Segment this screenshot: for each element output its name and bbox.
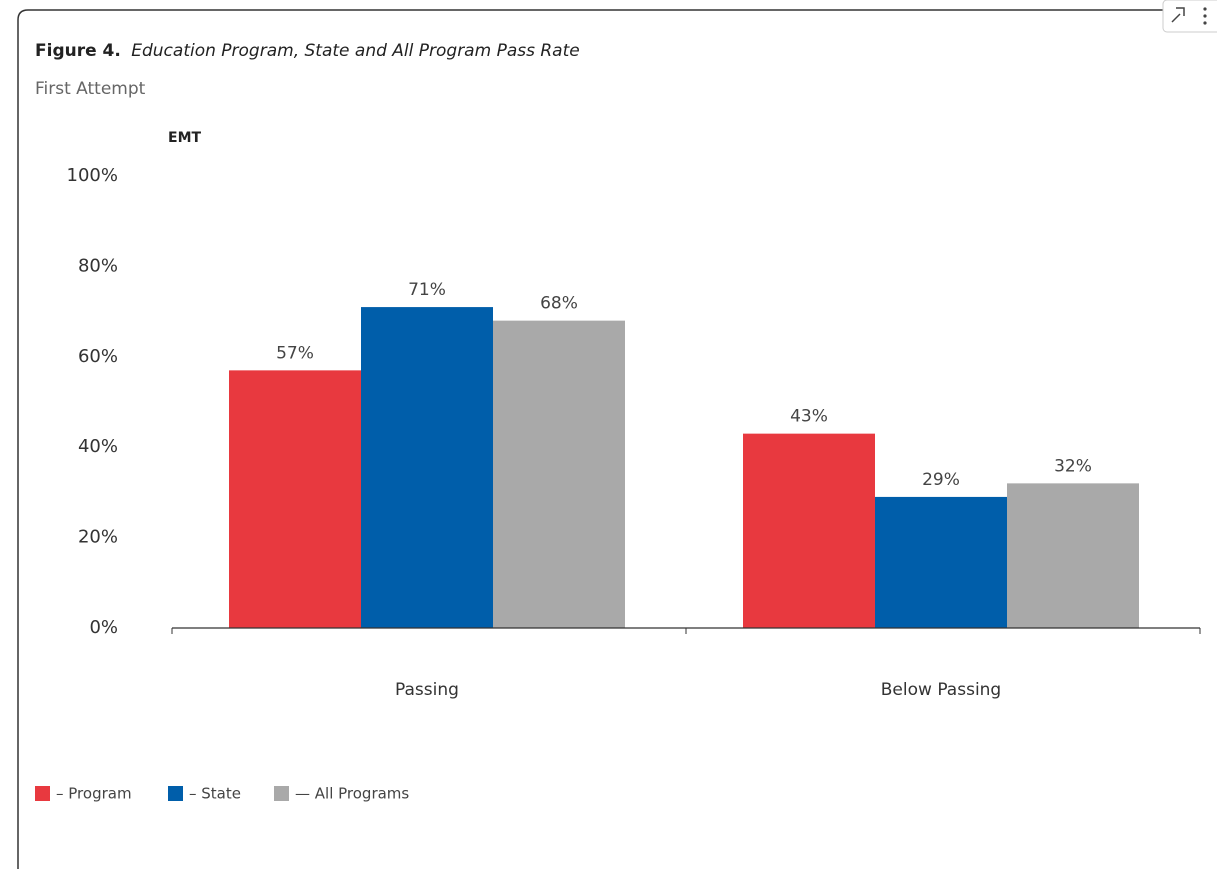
menu-dot[interactable] [1203,14,1207,18]
bar [1007,483,1139,628]
y-tick-label: 40% [78,436,118,457]
y-tick-label: 60% [78,346,118,367]
value-label: 29% [922,470,960,490]
bar [743,433,875,628]
menu-dot[interactable] [1203,21,1207,25]
y-tick-label: 0% [89,617,118,638]
y-tick-label: 80% [78,255,118,276]
chart-subtitle: First Attempt [35,79,146,99]
value-label: 32% [1054,456,1092,476]
bar [361,307,493,628]
legend-label: – State [189,785,241,803]
panel-border [17,9,1217,869]
legend-swatch [35,786,50,801]
y-axis-label: EMT [168,130,201,146]
icon-box[interactable] [1162,0,1217,33]
legend-swatch [168,786,183,801]
expand-icon[interactable] [1162,0,1217,33]
value-label: 57% [276,343,314,363]
x-tick-label: Below Passing [881,680,1001,700]
legend-label: – Program [56,785,132,803]
legend-swatch [274,786,289,801]
title-label: Figure 4. [35,41,121,61]
value-label: 43% [790,407,828,427]
bar [493,320,625,628]
title-text: Education Program, State and All Program… [131,41,579,61]
bar [875,496,1007,628]
x-tick-label: Passing [395,680,459,700]
value-label: 71% [408,280,446,300]
y-tick-label: 20% [78,527,118,548]
y-tick-label: 100% [67,165,118,186]
value-label: 68% [540,294,578,314]
expand-glyph[interactable] [1171,7,1185,23]
legend-label: — All Programs [295,785,409,803]
menu-dot[interactable] [1203,7,1207,11]
bar [229,370,361,628]
chart-title: Figure 4. Education Program, State and A… [35,41,580,61]
